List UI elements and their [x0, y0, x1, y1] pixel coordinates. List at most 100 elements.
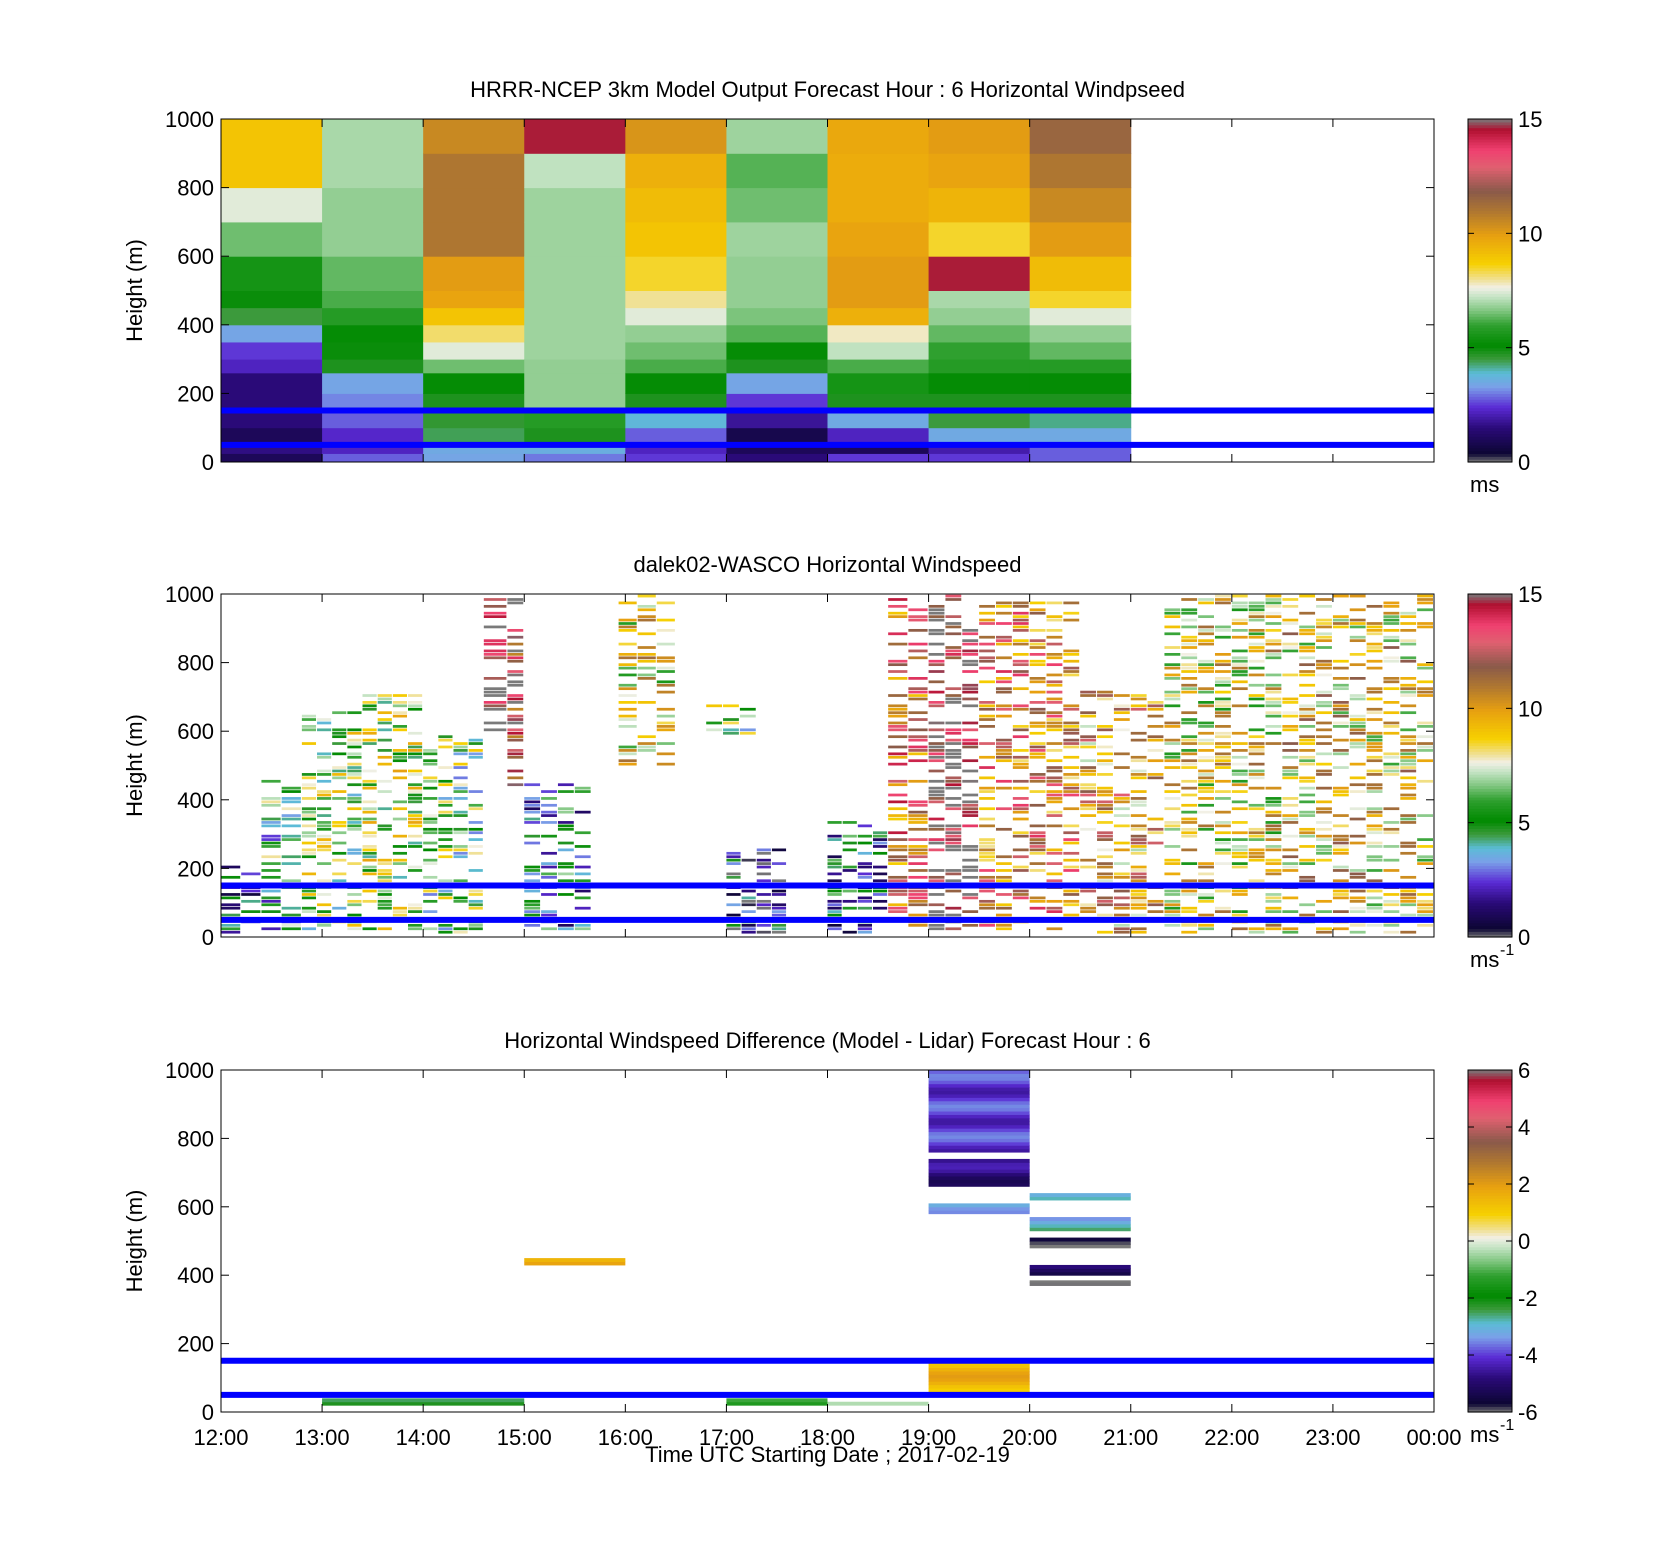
observation-cell — [1248, 827, 1265, 831]
observation-cell — [872, 841, 888, 845]
observation-cell — [1198, 779, 1214, 783]
observation-cell — [706, 728, 723, 732]
observation-cell — [362, 889, 377, 893]
observation-cell — [317, 721, 332, 725]
observation-cell — [1029, 848, 1046, 852]
colorbar-swatch — [1468, 330, 1512, 334]
observation-cell — [557, 807, 574, 811]
observation-cell — [1181, 779, 1198, 783]
observation-cell — [945, 845, 962, 848]
observation-cell — [1198, 927, 1214, 931]
observation-cell — [945, 622, 962, 625]
observation-cell — [979, 649, 995, 653]
colorbar-swatch — [1468, 261, 1512, 266]
colorbar-swatch — [1468, 1306, 1512, 1310]
observation-cell — [1366, 731, 1383, 735]
colorbar-swatch — [1468, 439, 1512, 443]
observation-cell — [1198, 742, 1214, 745]
heatmap-cell — [928, 256, 1031, 291]
heatmap-cell — [625, 359, 727, 374]
difference-cell — [928, 1145, 1030, 1150]
colorbar-swatch — [1468, 739, 1512, 744]
observation-cell — [928, 604, 945, 608]
observation-cell — [771, 913, 787, 917]
observation-cell — [928, 608, 945, 612]
colorbar-swatch — [1468, 1317, 1512, 1322]
observation-cell — [541, 821, 557, 824]
observation-cell — [438, 930, 453, 934]
observation-cell — [827, 872, 842, 876]
observation-cell — [979, 701, 995, 704]
observation-cell — [618, 666, 637, 670]
observation-cell — [438, 783, 453, 787]
observation-cell — [618, 718, 637, 721]
observation-cell — [945, 646, 962, 649]
colorbar-swatch — [1468, 734, 1512, 738]
observation-cell — [261, 869, 281, 872]
observation-cell — [1366, 896, 1383, 900]
observation-cell — [1181, 831, 1198, 835]
observation-cell — [928, 615, 945, 619]
observation-cell — [637, 615, 656, 619]
observation-cell — [1214, 910, 1231, 913]
observation-cell — [908, 728, 928, 732]
colorbar-tick-label: 15 — [1518, 582, 1542, 607]
observation-cell — [317, 773, 332, 776]
observation-cell — [1063, 858, 1080, 862]
colorbar-swatch — [1468, 379, 1512, 383]
difference-cell — [928, 1370, 1030, 1375]
colorbar-swatch — [1468, 1246, 1512, 1251]
observation-cell — [1214, 598, 1231, 601]
observation-cell — [261, 862, 281, 865]
observation-cell — [1164, 663, 1181, 667]
difference-cell — [928, 1104, 1030, 1109]
observation-cell — [301, 728, 317, 732]
observation-cell — [261, 889, 281, 893]
colorbar-swatch — [1468, 608, 1512, 612]
difference-cell — [928, 1070, 1030, 1074]
observation-cell — [962, 800, 979, 804]
panel-title: HRRR-NCEP 3km Model Output Forecast Hour… — [470, 77, 1185, 102]
observation-cell — [347, 851, 362, 855]
heatmap-cell — [322, 187, 424, 223]
observation-cell — [1113, 814, 1130, 817]
observation-cell — [1214, 841, 1231, 845]
observation-cell — [908, 899, 928, 903]
observation-cell — [1349, 841, 1366, 845]
heatmap-cell — [1029, 119, 1132, 154]
observation-cell — [1282, 604, 1299, 608]
observation-cell — [362, 694, 377, 697]
observation-cell — [408, 821, 423, 824]
observation-cell — [1316, 704, 1332, 708]
observation-cell — [1383, 769, 1400, 773]
observation-cell — [1147, 704, 1164, 708]
observation-cell — [557, 841, 574, 845]
observation-cell — [1282, 769, 1299, 773]
colorbar-swatch — [1468, 124, 1512, 129]
observation-cell — [1332, 677, 1349, 680]
observation-cell — [618, 642, 637, 646]
observation-cell — [1366, 783, 1383, 787]
colorbar-swatch — [1468, 436, 1512, 440]
observation-cell — [1147, 899, 1164, 903]
observation-cell — [1130, 865, 1147, 869]
observation-cell — [962, 858, 979, 862]
observation-cell — [1029, 628, 1046, 632]
observation-cell — [928, 759, 945, 763]
observation-cell — [1383, 622, 1400, 625]
observation-cell — [362, 701, 377, 704]
observation-cell — [995, 786, 1012, 790]
colorbar-swatch — [1468, 1223, 1512, 1228]
observation-cell — [827, 910, 842, 913]
observation-cell — [241, 899, 261, 903]
observation-cell — [1097, 855, 1113, 859]
observation-cell — [541, 803, 557, 807]
observation-cell — [347, 899, 362, 903]
observation-cell — [1130, 731, 1147, 735]
observation-cell — [1282, 865, 1299, 869]
observation-cell — [1198, 879, 1214, 883]
x-tick-label: 21:00 — [1103, 1425, 1158, 1450]
observation-cell — [1248, 683, 1265, 687]
observation-cell — [1214, 701, 1231, 704]
observation-cell — [507, 749, 524, 752]
